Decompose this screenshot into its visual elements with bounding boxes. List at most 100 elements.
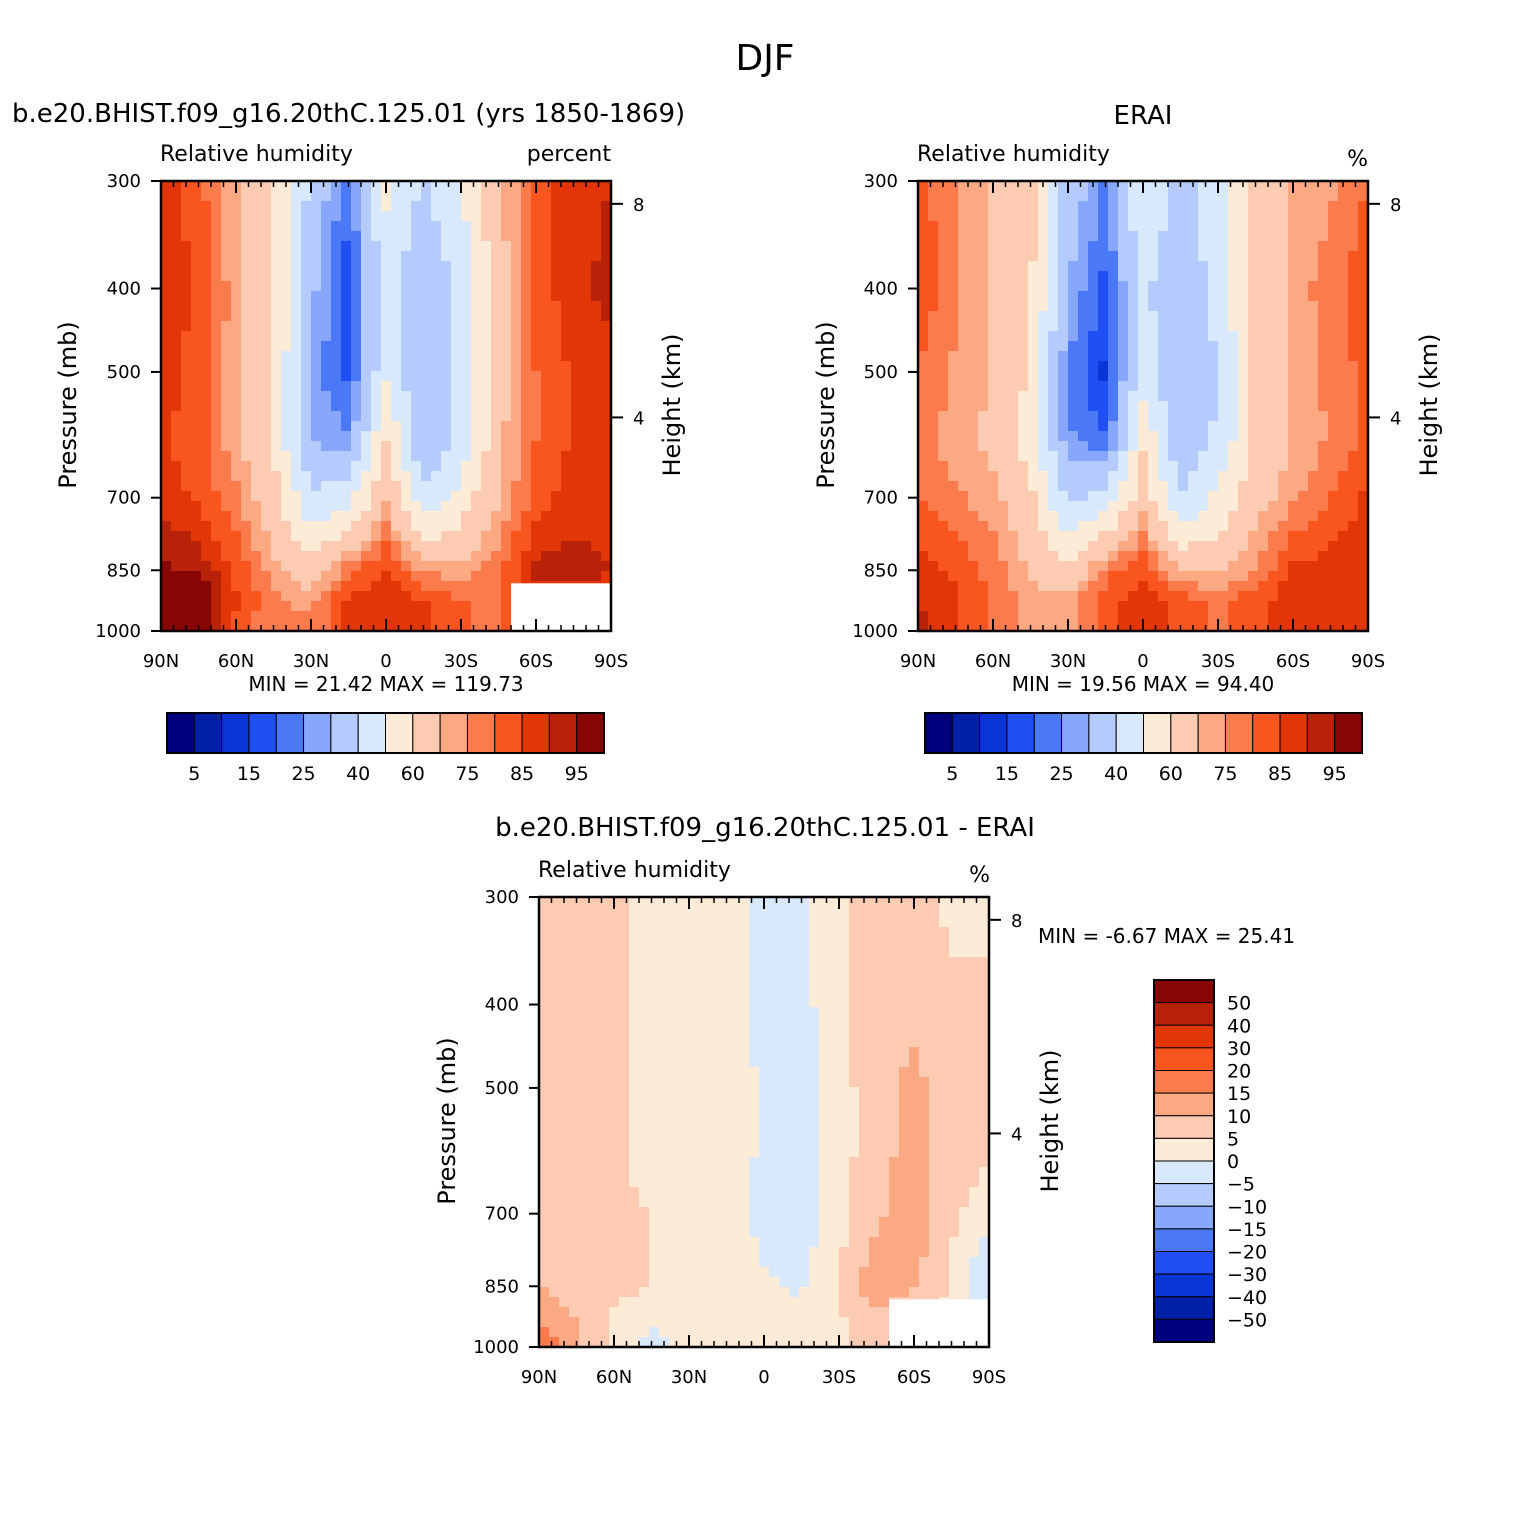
field-cell <box>1208 421 1219 432</box>
field-cell <box>1198 261 1209 272</box>
field-cell <box>928 461 939 472</box>
field-cell <box>1068 421 1079 432</box>
field-cell <box>371 341 382 352</box>
field-cell <box>1098 551 1109 562</box>
field-cell <box>1198 181 1209 192</box>
field-cell <box>958 521 969 532</box>
field-cell <box>221 491 232 502</box>
field-cell <box>949 1017 960 1028</box>
field-cell <box>401 501 412 512</box>
field-cell <box>869 997 880 1008</box>
field-cell <box>929 977 940 988</box>
field-cell <box>561 531 572 542</box>
field-cell <box>1188 501 1199 512</box>
field-cell <box>411 491 422 502</box>
field-cell <box>729 977 740 988</box>
field-cell <box>1108 191 1119 202</box>
field-cell <box>549 1037 560 1048</box>
field-cell <box>1048 611 1059 622</box>
x-tick-label: 60N <box>218 651 254 672</box>
field-cell <box>411 181 422 192</box>
field-cell <box>441 301 452 312</box>
field-cell <box>899 1007 910 1018</box>
field-cell <box>1168 601 1179 612</box>
field-cell <box>321 591 332 602</box>
field-cell <box>1248 401 1259 412</box>
field-cell <box>161 281 172 292</box>
field-cell <box>919 957 930 968</box>
field-cell <box>1008 221 1019 232</box>
field-cell <box>521 251 532 262</box>
field-cell <box>1028 231 1039 242</box>
field-cell <box>948 401 959 412</box>
field-cell <box>1358 401 1369 412</box>
field-cell <box>719 957 730 968</box>
field-cell <box>1158 451 1169 462</box>
field-cell <box>211 381 222 392</box>
field-cell <box>1188 351 1199 362</box>
field-cell <box>919 927 930 938</box>
field-cell <box>1048 201 1059 212</box>
field-cell <box>1018 551 1029 562</box>
field-cell <box>1108 601 1119 612</box>
field-cell <box>461 451 472 462</box>
field-cell <box>431 421 442 432</box>
field-cell <box>1308 331 1319 342</box>
field-cell <box>211 601 222 612</box>
field-cell <box>601 181 612 192</box>
field-cell <box>1058 551 1069 562</box>
field-cell <box>261 221 272 232</box>
field-cell <box>938 471 949 482</box>
field-cell <box>581 531 592 542</box>
field-cell <box>441 501 452 512</box>
field-cell <box>271 341 282 352</box>
field-cell <box>591 341 602 352</box>
field-cell <box>1318 261 1329 272</box>
field-cell <box>539 967 550 978</box>
field-cell <box>541 361 552 372</box>
field-cell <box>1168 411 1179 422</box>
field-cell <box>1308 401 1319 412</box>
field-cell <box>829 917 840 928</box>
field-cell <box>601 331 612 342</box>
field-cell <box>709 997 720 1008</box>
field-cell <box>391 561 402 572</box>
field-cell <box>1138 291 1149 302</box>
field-cell <box>531 251 542 262</box>
field-cell <box>261 591 272 602</box>
field-cell <box>201 491 212 502</box>
field-cell <box>1148 251 1159 262</box>
field-cell <box>371 321 382 332</box>
field-cell <box>451 381 462 392</box>
field-cell <box>301 321 312 332</box>
field-cell <box>689 957 700 968</box>
field-cell <box>1218 381 1229 392</box>
field-cell <box>879 897 890 908</box>
field-cell <box>491 321 502 332</box>
x-tick-label: 90N <box>143 651 179 672</box>
field-cell <box>501 241 512 252</box>
field-cell <box>1018 331 1029 342</box>
field-cell <box>1228 201 1239 212</box>
field-cell <box>1028 371 1039 382</box>
field-cell <box>311 471 322 482</box>
field-cell <box>461 181 472 192</box>
field-cell <box>291 351 302 362</box>
field-cell <box>649 917 660 928</box>
field-cell <box>201 251 212 262</box>
field-cell <box>619 967 630 978</box>
field-cell <box>1248 391 1259 402</box>
field-cell <box>571 471 582 482</box>
field-cell <box>1348 191 1359 202</box>
field-cell <box>471 541 482 552</box>
field-cell <box>1038 561 1049 572</box>
field-cell <box>291 481 302 492</box>
field-cell <box>849 1027 860 1038</box>
field-cell <box>451 611 462 622</box>
field-cell <box>1118 381 1129 392</box>
field-cell <box>1008 621 1019 632</box>
field-cell <box>411 261 422 272</box>
field-cell <box>1268 411 1279 422</box>
field-cell <box>1208 451 1219 462</box>
field-cell <box>1008 601 1019 612</box>
